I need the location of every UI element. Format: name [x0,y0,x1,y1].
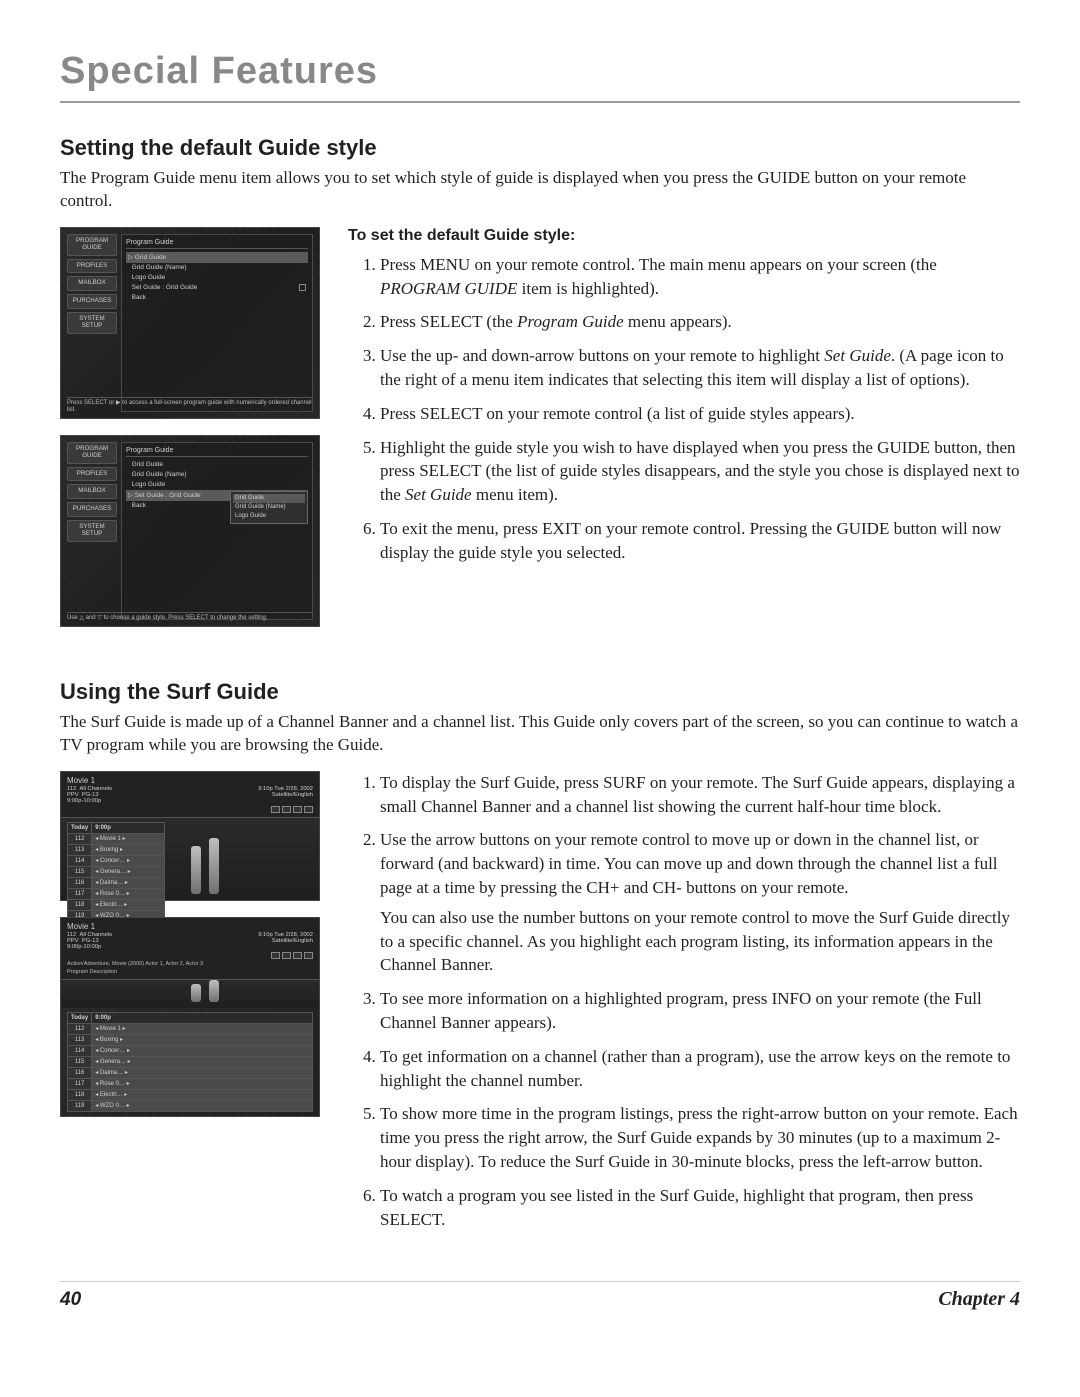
page-title: Special Features [60,50,1020,93]
section-2-title: Using the Surf Guide [60,679,1020,705]
step-item: Use the up- and down-arrow buttons on yo… [380,344,1020,392]
surf1-title: Movie 1 [67,776,313,785]
step-item: Highlight the guide style you wish to ha… [380,436,1020,507]
title-rule [60,101,1020,103]
section-2-intro: The Surf Guide is made up of a Channel B… [60,711,1020,757]
tv1-panel-title: Program Guide [126,239,308,249]
tv-side-button: PROFILES [67,467,117,482]
tv-side-button: SYSTEM SETUP [67,312,117,334]
step-item: Use the arrow buttons on your remote con… [380,828,1020,977]
step-item: To show more time in the program listing… [380,1102,1020,1173]
tv-screenshot-2: PROGRAM GUIDE PROFILES MAILBOX PURCHASES SYS… [60,435,320,627]
tv-screenshot-1: PROGRAM GUIDE PROFILES MAILBOX PURCHASES SYS… [60,227,320,419]
step-item: To watch a program you see listed in the… [380,1184,1020,1232]
page-number: 40 [60,1289,81,1311]
tv-side-button: PURCHASES [67,294,117,309]
chapter-label: Chapter 4 [938,1288,1020,1311]
section-2-figures: Movie 1 112 All Channels 9:10p Tue 2/28,… [60,771,320,1133]
surf-screenshot-2: Movie 1 112 All Channels 9:10p Tue 2/28,… [60,917,320,1117]
tv1-footer: Press SELECT or ▶ to access a full-scree… [67,397,313,414]
step-item: To exit the menu, press EXIT on your rem… [380,517,1020,565]
step-item: To display the Surf Guide, press SURF on… [380,771,1020,819]
section-1-title: Setting the default Guide style [60,135,1020,161]
tv-side-button: PROGRAM GUIDE [67,234,117,256]
tv2-panel-title: Program Guide [126,447,308,457]
section-1-steps: Press MENU on your remote control. The m… [348,253,1020,565]
tv-side-button: SYSTEM SETUP [67,520,117,542]
tv-side-button: PURCHASES [67,502,117,517]
surf2-title: Movie 1 [67,922,313,931]
tv2-footer: Use △ and ▽ to choose a guide style. Pre… [67,612,313,622]
step-item: Press SELECT on your remote control (a l… [380,402,1020,426]
page-footer: 40 Chapter 4 [60,1281,1020,1311]
tv-side-button: MAILBOX [67,484,117,499]
section-2-steps: To display the Surf Guide, press SURF on… [348,771,1020,1232]
section-1-subhead: To set the default Guide style: [348,227,1020,245]
step-item: Press SELECT (the Program Guide menu app… [380,310,1020,334]
step-item: Press MENU on your remote control. The m… [380,253,1020,301]
section-1-intro: The Program Guide menu item allows you t… [60,167,1020,213]
step-item: To see more information on a highlighted… [380,987,1020,1035]
step-item: To get information on a channel (rather … [380,1045,1020,1093]
tv-side-button: MAILBOX [67,276,117,291]
tv-side-button: PROGRAM GUIDE [67,442,117,464]
surf-screenshot-1: Movie 1 112 All Channels 9:10p Tue 2/28,… [60,771,320,901]
section-1-figures: PROGRAM GUIDE PROFILES MAILBOX PURCHASES SYS… [60,227,320,643]
tv-side-button: PROFILES [67,259,117,274]
